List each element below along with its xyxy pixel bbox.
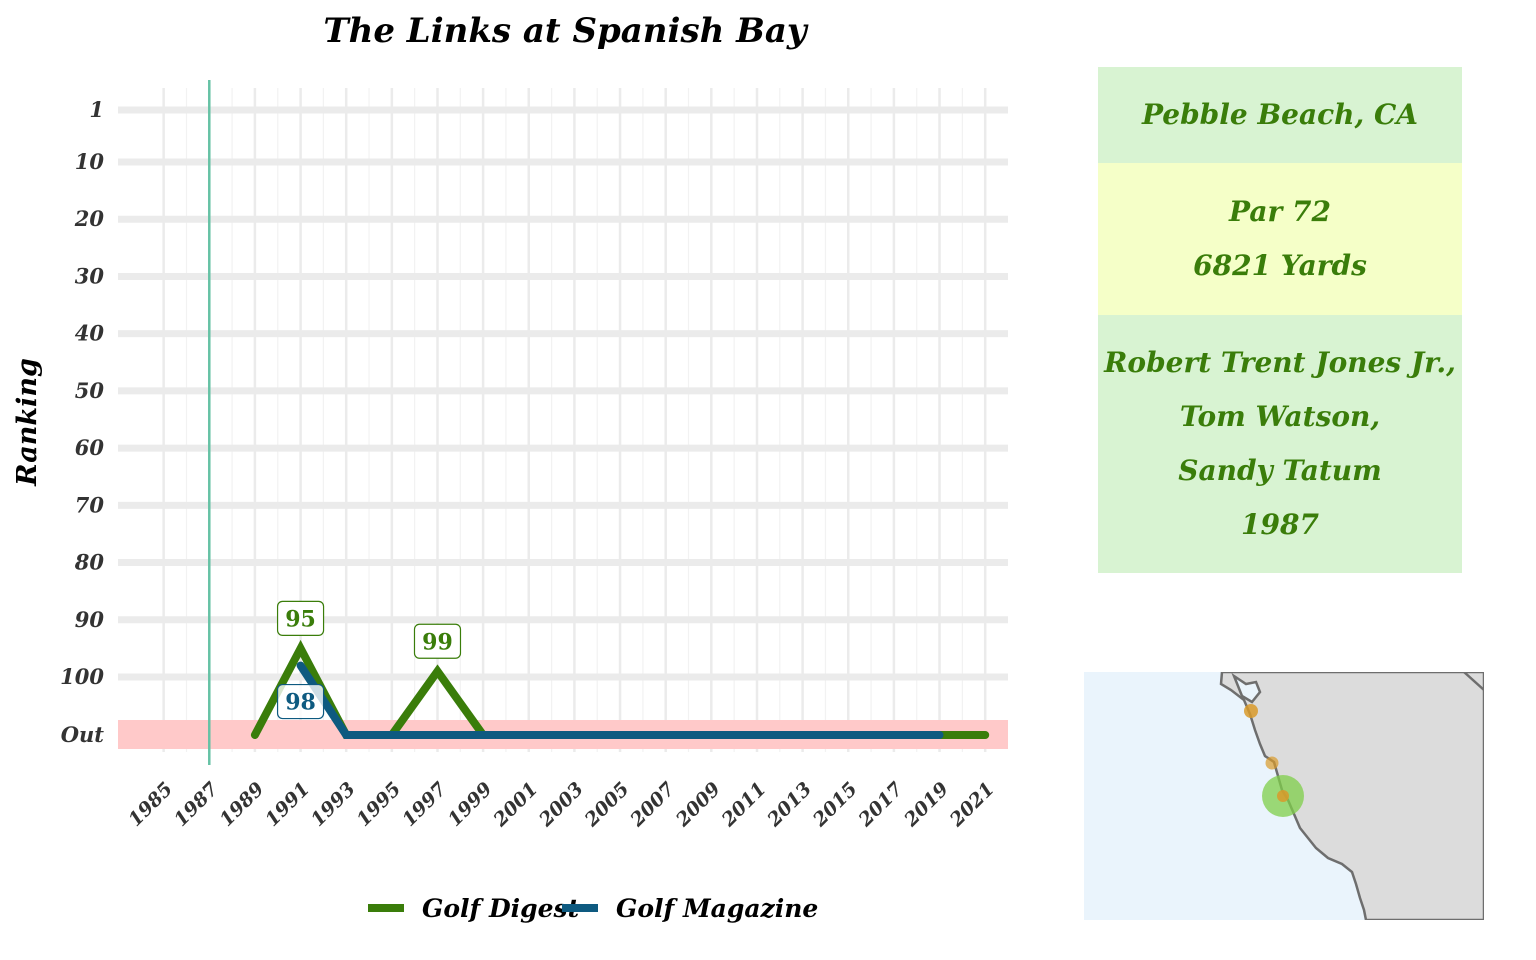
- plot-area: 1102030405060708090100Out198519871989199…: [60, 80, 1008, 832]
- designer-3: Sandy Tatum: [1178, 454, 1382, 487]
- x-tick-label: 2009: [671, 778, 725, 832]
- course-stats-panel: Par 72 6821 Yards: [1098, 163, 1462, 315]
- map-marker-middle: [1265, 756, 1279, 770]
- legend-label-golf-magazine: Golf Magazine: [616, 894, 818, 923]
- designers-panel: Robert Trent Jones Jr., Tom Watson, Sand…: [1098, 315, 1462, 573]
- x-tick-label: 2017: [854, 778, 908, 832]
- y-tick-label: 60: [75, 435, 105, 460]
- ranking-chart: The Links at Spanish Bay Ranking 1 10 20 30…: [12, 11, 1008, 923]
- y-tick-label: 100: [60, 664, 104, 689]
- chart-title: The Links at Spanish Bay: [323, 11, 809, 51]
- data-label: 95: [285, 606, 316, 632]
- y-tick-label: 10: [75, 149, 105, 174]
- map-marker-north: [1244, 704, 1258, 718]
- y-tick-label: Out: [61, 722, 105, 747]
- x-tick-label: 1987: [170, 778, 223, 831]
- data-label-box: [276, 600, 325, 636]
- location-map: [1084, 672, 1484, 920]
- designer-2: Tom Watson,: [1179, 400, 1381, 433]
- map-course-marker: [1277, 790, 1289, 802]
- y-tick-label: 40: [75, 321, 105, 346]
- y-tick-label: 20: [74, 206, 105, 231]
- y-tick-label: 90: [75, 607, 105, 632]
- series-line-golf-magazine: [296, 661, 944, 739]
- legend: Golf Digest Golf Magazine: [368, 894, 818, 923]
- x-tick-label: 2019: [899, 778, 953, 832]
- par-text: Par 72: [1229, 195, 1331, 228]
- y-tick-label: 80: [74, 550, 105, 575]
- legend-label-golf-digest: Golf Digest: [422, 894, 580, 923]
- yards-text: 6821 Yards: [1193, 249, 1367, 282]
- data-label-box: [276, 683, 325, 720]
- x-tick-label: 2007: [626, 778, 680, 832]
- location-text: Pebble Beach, CA: [1141, 98, 1418, 131]
- x-tick-label: 2005: [580, 778, 634, 832]
- x-tick-label: 1991: [261, 778, 314, 831]
- x-tick-label: 1997: [398, 778, 451, 831]
- y-axis-label: Ranking: [12, 358, 43, 487]
- data-label: 98: [285, 690, 316, 716]
- designer-1: Robert Trent Jones Jr.,: [1104, 346, 1456, 379]
- data-label-box: [413, 623, 462, 659]
- x-tick-label: 2003: [534, 778, 588, 832]
- x-tick-label: 2013: [762, 778, 816, 832]
- x-tick-label: 2011: [717, 778, 771, 832]
- x-tick-label: 2001: [489, 778, 543, 832]
- x-tick-label: 1995: [352, 778, 405, 831]
- map-bay-inlet: [1231, 672, 1262, 704]
- location-panel: Pebble Beach, CA: [1098, 67, 1462, 163]
- map-state-border: [1463, 672, 1484, 691]
- y-tick-label: 50: [75, 378, 105, 403]
- y-tick-label: 70: [75, 492, 105, 517]
- x-tick-label: 1985: [124, 778, 177, 831]
- x-tick-label: 1993: [307, 778, 360, 831]
- y-tick-label: 30: [75, 263, 105, 288]
- x-tick-label: 2021: [945, 778, 999, 832]
- x-tick-label: 1989: [216, 778, 269, 831]
- data-label: 99: [422, 629, 453, 655]
- opened-year-text: 1987: [1241, 508, 1319, 541]
- x-tick-label: 2015: [808, 778, 862, 832]
- x-tick-label: 1999: [444, 778, 497, 831]
- y-tick-label: 1: [89, 97, 104, 122]
